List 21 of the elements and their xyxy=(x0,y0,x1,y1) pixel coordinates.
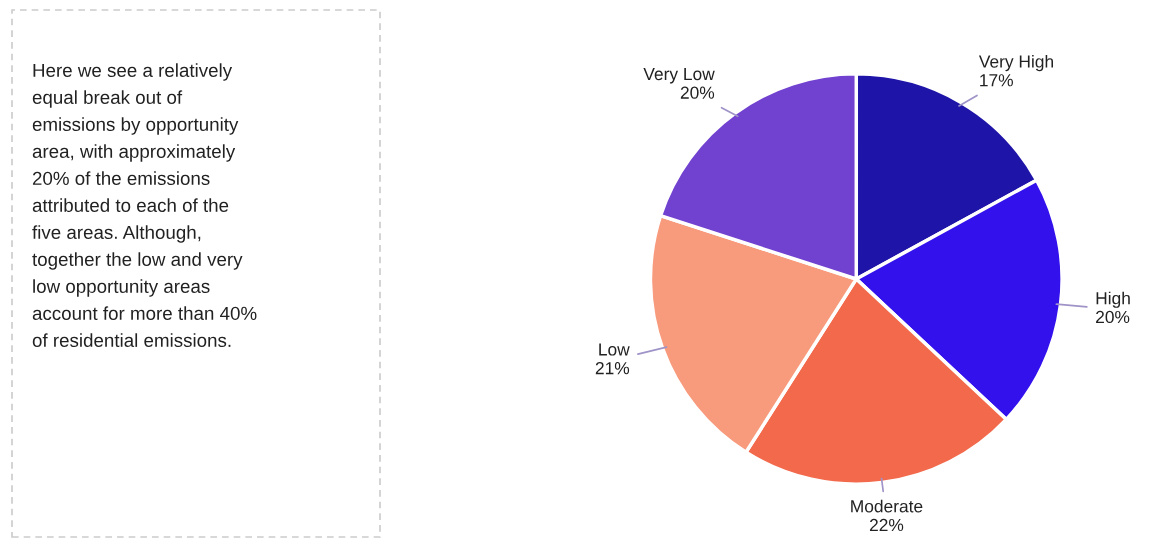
text: account for more than 40% xyxy=(32,306,257,321)
text: 20% of the emissions xyxy=(32,171,210,186)
slice-label: Moderate xyxy=(851,499,923,513)
text: equal break out of xyxy=(32,90,183,108)
text: Here we see a relatively xyxy=(33,63,233,81)
data-label: 21% xyxy=(595,362,630,375)
text: area, with approximately xyxy=(32,144,236,162)
text: five areas. Although, xyxy=(32,225,201,243)
data-label: 20% xyxy=(680,86,715,99)
text: emissions by opportunity xyxy=(32,117,239,135)
slice-label: High xyxy=(1096,291,1130,308)
text: low opportunity areas xyxy=(33,279,210,297)
data-label: 22% xyxy=(869,518,904,532)
data-label: 20% xyxy=(1096,310,1130,324)
data-label: 17% xyxy=(980,74,1013,87)
text: attributed to each of the xyxy=(32,198,229,213)
text: together the low and very xyxy=(32,252,243,270)
text: of residential emissions. xyxy=(32,333,231,348)
slice-label: Low xyxy=(599,343,630,356)
slice-label: Very High xyxy=(978,54,1053,72)
slice-label: Very Low xyxy=(643,68,715,84)
